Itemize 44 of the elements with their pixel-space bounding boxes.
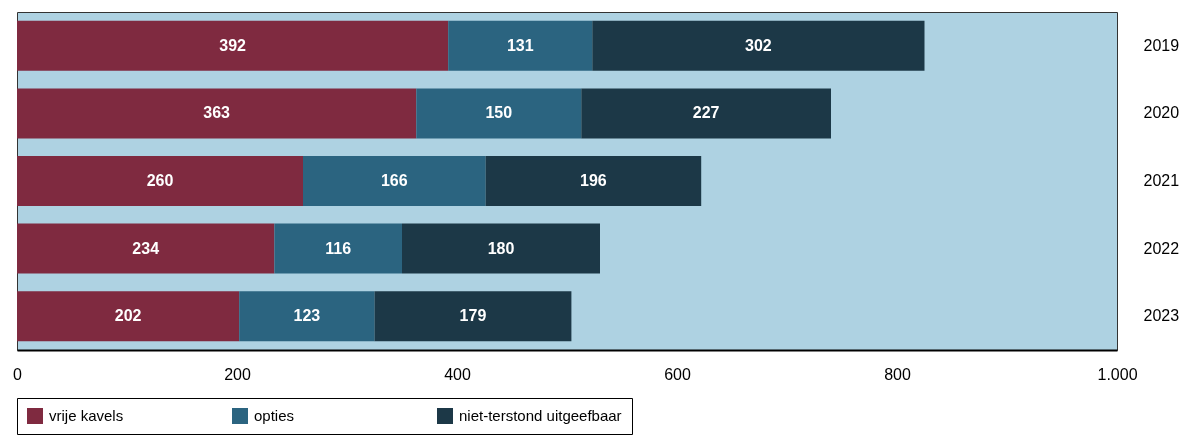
bar	[448, 20, 593, 71]
legend-label: vrije kavels	[49, 407, 124, 424]
bar	[17, 291, 240, 342]
legend-label: niet-terstond uitgeefbaar	[459, 407, 622, 424]
data-label: 196	[580, 172, 607, 189]
bar	[581, 88, 831, 139]
data-label: 363	[203, 104, 231, 122]
data-label: 123	[293, 307, 321, 325]
x-tick-label: 0	[13, 365, 23, 383]
data-label: 150	[485, 104, 513, 122]
data-label: 131	[506, 36, 534, 54]
data-label: 227	[692, 104, 720, 122]
legend-label: opties	[254, 407, 295, 424]
bar	[239, 291, 375, 342]
y-tick-label: 2019	[1143, 36, 1180, 54]
y-tick-label: 2022	[1143, 239, 1180, 257]
data-label: 116	[325, 239, 352, 257]
data-label: 166	[380, 172, 408, 189]
data-label: 180	[487, 239, 515, 257]
bar	[17, 20, 449, 71]
x-tick-label: 800	[884, 365, 911, 383]
data-label: 202	[114, 307, 142, 325]
x-tick-label: 600	[664, 365, 691, 383]
data-label: 234	[132, 239, 160, 257]
bar	[17, 223, 275, 274]
y-tick-label: 2020	[1143, 104, 1180, 122]
x-tick-label: 1.000	[1097, 365, 1138, 383]
data-label: 302	[745, 36, 772, 54]
bar	[402, 223, 600, 274]
bar	[303, 155, 486, 207]
x-tick-label: 400	[444, 365, 471, 383]
bar	[592, 20, 925, 71]
bar	[485, 155, 702, 207]
data-label: 260	[146, 172, 174, 189]
x-tick-label: 200	[224, 365, 251, 383]
y-tick-label: 2021	[1143, 172, 1180, 189]
data-label: 392	[219, 36, 247, 54]
bar	[17, 88, 417, 139]
y-tick-label: 2023	[1143, 307, 1180, 325]
bar	[17, 155, 303, 207]
bar	[274, 223, 402, 274]
bar	[416, 88, 582, 139]
bar	[374, 291, 572, 342]
data-label: 179	[459, 307, 487, 325]
